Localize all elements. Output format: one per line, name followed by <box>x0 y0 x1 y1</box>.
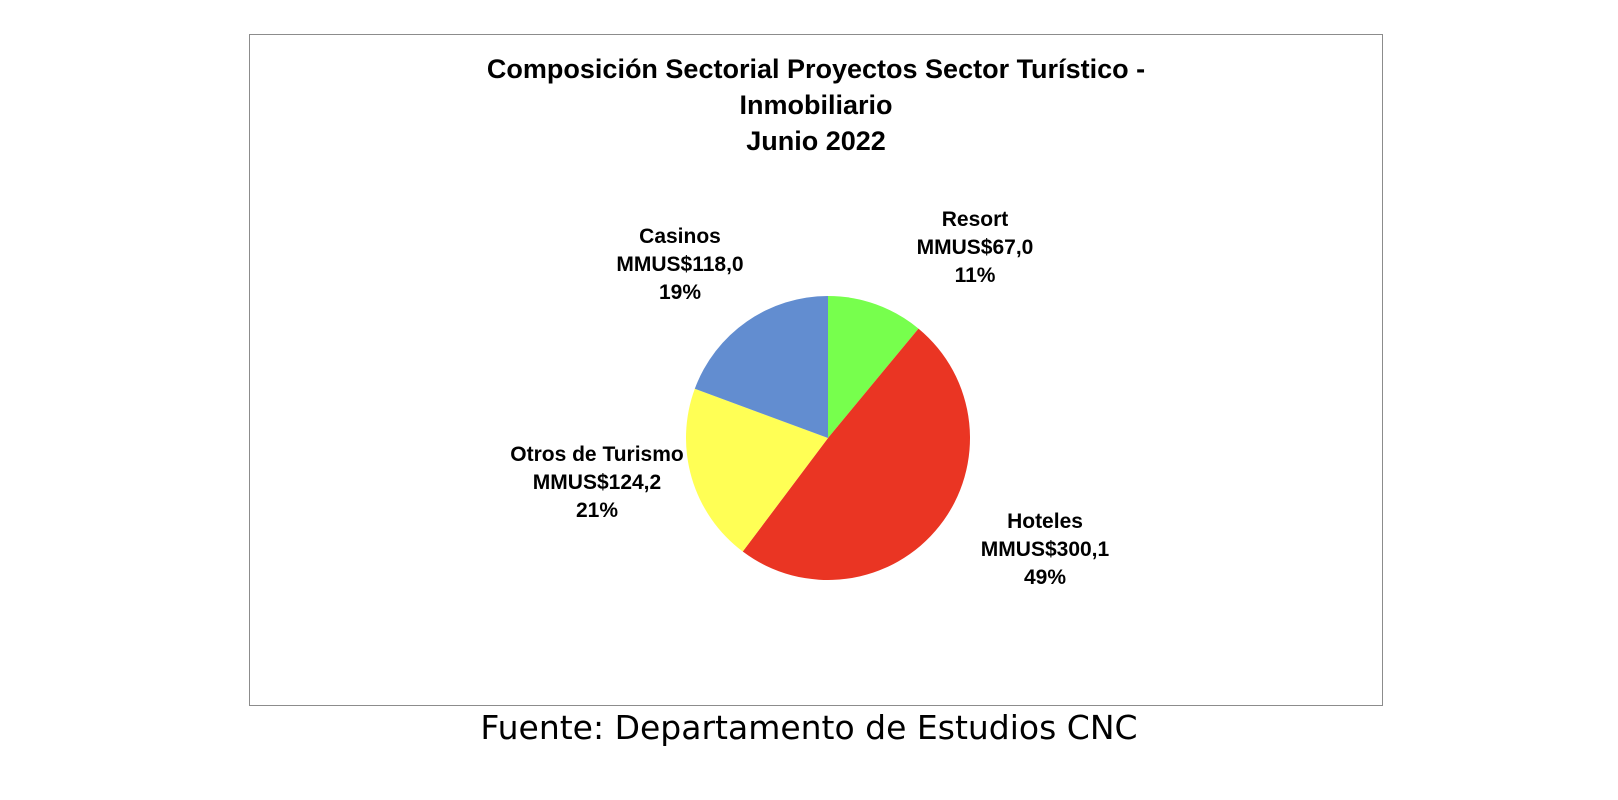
slice-label-casinos: Casinos MMUS$118,0 19% <box>616 223 743 307</box>
pie-slice-otros-de-turismo <box>686 388 828 552</box>
slice-label-hoteles: Hoteles MMUS$300,1 49% <box>981 508 1109 592</box>
source-note: Fuente: Departamento de Estudios CNC <box>480 708 1138 747</box>
pie-slice-casinos <box>694 296 828 438</box>
slice-percent-resort: 11% <box>954 264 996 287</box>
slice-percent-otros-de-turismo: 21% <box>575 499 619 522</box>
chart-title-line-1: Composición Sectorial Proyectos Sector T… <box>486 54 1146 84</box>
slice-amount-otros-de-turismo: MMUS$124,2 <box>532 471 662 494</box>
pie-chart <box>686 296 971 581</box>
slice-name-hoteles: Hoteles <box>1007 510 1083 533</box>
slice-name-resort: Resort <box>941 208 1009 231</box>
chart-title-line-3: Junio 2022 <box>746 126 886 156</box>
chart-title-line-2: Inmobiliario <box>739 90 893 120</box>
slice-label-otros-de-turismo: Otros de Turismo MMUS$124,2 21% <box>510 441 683 525</box>
slice-percent-casinos: 19% <box>658 281 702 304</box>
pie-slice-resort <box>828 296 919 438</box>
slice-name-casinos: Casinos <box>639 225 721 248</box>
slice-amount-hoteles: MMUS$300,1 <box>980 538 1110 561</box>
slice-amount-resort: MMUS$67,0 <box>916 236 1034 259</box>
slice-amount-casinos: MMUS$118,0 <box>616 253 744 276</box>
slice-label-resort: Resort MMUS$67,0 11% <box>917 206 1034 290</box>
chart-title: Composición Sectorial Proyectos Sector T… <box>250 51 1382 159</box>
slice-name-otros-de-turismo: Otros de Turismo <box>510 443 684 466</box>
chart-frame: Composición Sectorial Proyectos Sector T… <box>249 34 1383 706</box>
pie-slice-hoteles <box>742 328 971 581</box>
slice-percent-hoteles: 49% <box>1023 566 1067 589</box>
